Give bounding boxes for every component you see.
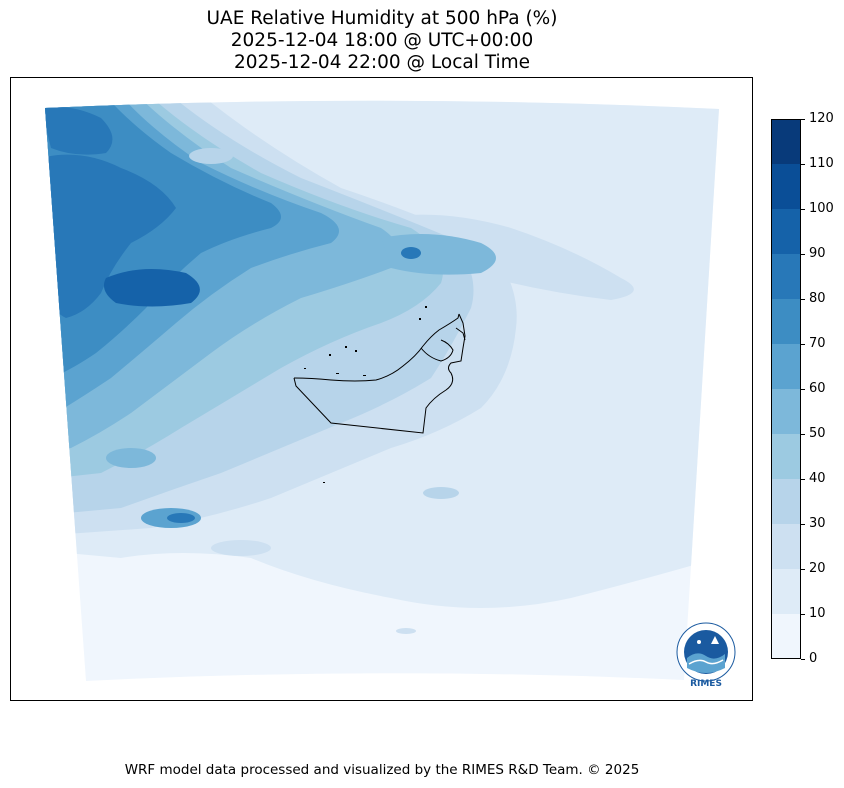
- colorbar-segment: [771, 389, 801, 434]
- title-line-1: UAE Relative Humidity at 500 hPa (%): [206, 8, 558, 29]
- rh-blob-7: [211, 540, 271, 556]
- colorbar-segment: [771, 254, 801, 299]
- colorbar: [771, 119, 801, 659]
- colorbar-segment: [771, 119, 801, 164]
- colorbar-segment: [771, 344, 801, 389]
- colorbar-tick: [801, 253, 805, 255]
- colorbar-tick: [801, 118, 805, 120]
- colorbar-tick-label: 10: [809, 606, 826, 621]
- colorbar-segment: [771, 209, 801, 254]
- colorbar-tick-label: 120: [809, 111, 834, 126]
- colorbar-tick-label: 20: [809, 561, 826, 576]
- humidity-field: [45, 100, 719, 681]
- rh-blob-5: [423, 487, 459, 499]
- colorbar-tick-label: 80: [809, 291, 826, 306]
- colorbar-tick: [801, 343, 805, 345]
- rh-blob-4: [401, 247, 421, 259]
- rimes-logo-icon: RIMES: [676, 622, 736, 689]
- logo-text: RIMES: [690, 679, 722, 688]
- colorbar-tick: [801, 568, 805, 570]
- title-line-3: 2025-12-04 22:00 @ Local Time: [233, 52, 531, 73]
- rh-blob-3: [167, 513, 195, 523]
- colorbar-tick-label: 60: [809, 381, 826, 396]
- rh-blob-8: [106, 448, 156, 468]
- colorbar-tick-label: 70: [809, 336, 826, 351]
- map-title: UAE Relative Humidity at 500 hPa (%) 202…: [0, 8, 764, 74]
- rh-blob-6: [396, 628, 416, 634]
- colorbar-segment: [771, 569, 801, 614]
- colorbar-tick-label: 0: [809, 651, 818, 666]
- colorbar-tick: [801, 658, 805, 660]
- colorbar-tick: [801, 163, 805, 165]
- rh-band-80-90-north: [45, 106, 113, 155]
- colorbar-tick-label: 40: [809, 471, 826, 486]
- colorbar-segment: [771, 614, 801, 659]
- uae-islands: [304, 306, 427, 483]
- colorbar-tick: [801, 388, 805, 390]
- colorbar-scale: [771, 119, 801, 659]
- colorbar-tick: [801, 298, 805, 300]
- colorbar-border: [771, 119, 801, 659]
- rimes-logo: RIMES: [675, 622, 739, 689]
- rh-band-90-100: [103, 269, 200, 307]
- map-frame: [10, 77, 753, 701]
- colorbar-tick-label: 30: [809, 516, 826, 531]
- uae-border: [293, 313, 466, 434]
- colorbar-tick: [801, 208, 805, 210]
- colorbar-segment: [771, 164, 801, 209]
- humidity-map: [45, 100, 719, 681]
- colorbar-tick: [801, 613, 805, 615]
- colorbar-tick-label: 90: [809, 246, 826, 261]
- colorbar-tick: [801, 433, 805, 435]
- title-line-2: 2025-12-04 18:00 @ UTC+00:00: [230, 30, 534, 51]
- colorbar-tick-label: 110: [809, 156, 834, 171]
- colorbar-tick: [801, 478, 805, 480]
- colorbar-segment: [771, 434, 801, 479]
- colorbar-segment: [771, 524, 801, 569]
- footer-credit: WRF model data processed and visualized …: [124, 762, 640, 778]
- colorbar-tick-label: 50: [809, 426, 826, 441]
- colorbar-tick: [801, 523, 805, 525]
- colorbar-tick-label: 100: [809, 201, 834, 216]
- rh-band-80-90: [45, 154, 176, 318]
- colorbar-segment: [771, 479, 801, 524]
- colorbar-segment: [771, 299, 801, 344]
- rh-band-50-60-blob: [381, 234, 496, 275]
- rh-blob-1: [189, 148, 233, 164]
